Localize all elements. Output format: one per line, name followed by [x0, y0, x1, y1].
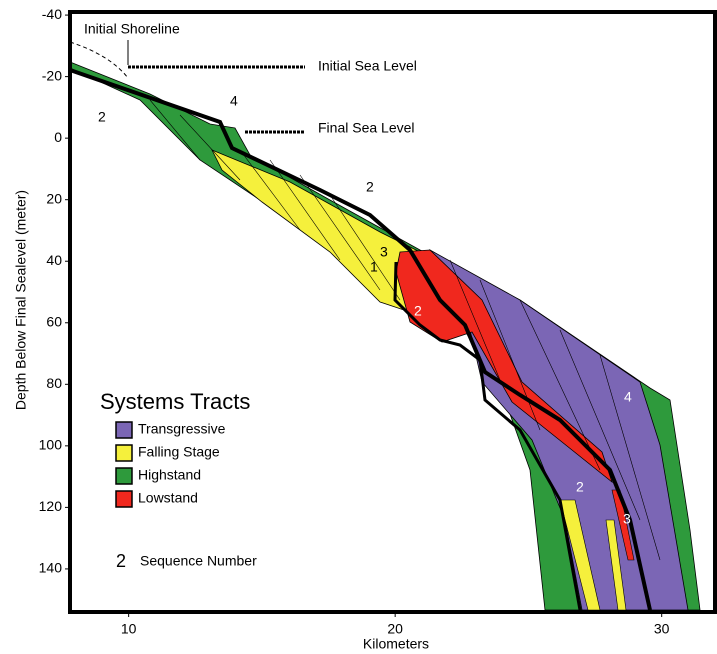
y-tick-label: 100 — [39, 437, 63, 453]
sequence-label: 4 — [624, 389, 632, 405]
legend-title: Systems Tracts — [100, 389, 250, 414]
y-tick-label: 60 — [46, 313, 62, 329]
legend-swatch — [116, 491, 132, 507]
x-tick-label: 10 — [121, 621, 137, 637]
legend-symbol: 2 — [116, 551, 126, 571]
sequence-label: 2 — [98, 109, 106, 125]
legend-label: Highstand — [138, 467, 201, 483]
sequence-label: 3 — [380, 244, 388, 260]
legend: Systems Tracts 2 Sequence Number Transgr… — [100, 389, 257, 571]
annotation: Final Sea Level — [318, 120, 415, 136]
y-tick-label: 0 — [54, 129, 62, 145]
legend-label: Transgressive — [138, 421, 226, 437]
legend-swatch — [116, 422, 132, 438]
y-tick-label: 120 — [39, 498, 63, 514]
y-tick-label: -20 — [42, 67, 62, 83]
annotation: Initial Shoreline — [84, 21, 180, 37]
x-axis-label: Kilometers — [363, 636, 429, 652]
chart: 10 20 30 -40 -20 0 20 40 60 80 100 120 140 Kilometer… — [0, 0, 717, 654]
x-tick-label: 20 — [387, 621, 403, 637]
legend-swatch — [116, 445, 132, 461]
legend-text: Sequence Number — [140, 553, 257, 569]
legend-swatch — [116, 468, 132, 484]
sequence-label: 2 — [366, 179, 374, 195]
sequence-label: 1 — [370, 259, 378, 275]
sequence-label: 3 — [623, 511, 631, 527]
y-tick-label: 80 — [46, 375, 62, 391]
annotation: Initial Sea Level — [318, 58, 417, 74]
y-axis-label: Depth Below Final Sealevel (meter) — [13, 190, 29, 410]
sequence-label: 2 — [414, 303, 422, 319]
y-tick-label: -40 — [42, 6, 62, 22]
y-tick-label: 140 — [39, 560, 63, 576]
y-tick-label: 40 — [46, 252, 62, 268]
x-tick-label: 30 — [654, 621, 670, 637]
sequence-label: 4 — [230, 93, 238, 109]
y-tick-label: 20 — [46, 190, 62, 206]
sequence-label: 2 — [576, 479, 584, 495]
legend-label: Falling Stage — [138, 444, 220, 460]
legend-label: Lowstand — [138, 490, 198, 506]
